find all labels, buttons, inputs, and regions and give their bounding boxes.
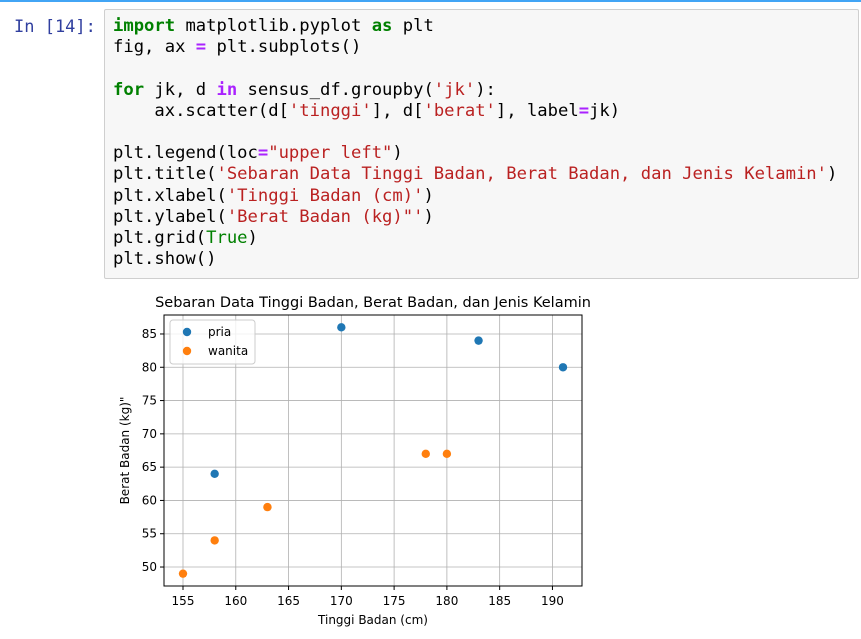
scatter-point-wanita	[210, 536, 219, 545]
code-token: 'tinggi'	[288, 100, 372, 121]
code-token: 'Tinggi Badan (cm)'	[226, 185, 424, 206]
code-token: jk)	[589, 100, 621, 121]
code-token: plt.xlabel(	[113, 185, 227, 206]
code-token: 'Sebaran Data Tinggi Badan, Berat Badan,…	[216, 164, 828, 185]
code-token: import	[113, 16, 176, 36]
code-line: plt.grid(True)	[113, 228, 858, 249]
code-token: plt.grid(	[113, 227, 207, 248]
x-tick-label: 180	[435, 594, 458, 608]
y-tick-label: 70	[142, 427, 157, 441]
output-area: 155 160 165 170 175 180 185 190 50 55 60 65 70 75 80 8…	[104, 290, 624, 630]
x-tick-label: 185	[488, 594, 511, 608]
code-line: plt.legend(loc="upper left")	[113, 143, 858, 164]
code-line: import matplotlib.pyplot as plt	[113, 16, 858, 37]
code-token: =	[257, 143, 269, 164]
scatter-point-pria	[337, 323, 346, 332]
y-tick-label: 50	[142, 560, 157, 574]
code-token: plt	[392, 16, 434, 36]
y-tick-label: 55	[142, 527, 157, 541]
code-token: )	[827, 164, 838, 185]
code-token: "upper left"	[268, 143, 393, 164]
code-token: plt.subplots()	[206, 37, 362, 58]
code-token: =	[195, 37, 207, 58]
x-tick-label: 175	[383, 594, 406, 608]
input-prompt: In [14]:	[14, 17, 96, 37]
code-token: =	[578, 100, 590, 121]
code-line: plt.title('Sebaran Data Tinggi Badan, Be…	[113, 164, 858, 185]
code-token: as	[371, 16, 393, 36]
plot-frame	[163, 314, 583, 587]
y-tick-label: 75	[142, 394, 157, 408]
x-tick-label: 190	[541, 594, 564, 608]
code-token: sensus_df.groupby(	[237, 79, 434, 100]
code-token: fig, ax	[113, 37, 196, 58]
code-token: plt.title(	[113, 164, 217, 185]
code-token: plt.ylabel(	[113, 206, 227, 227]
code-line	[113, 58, 858, 79]
code-line: for jk, d in sensus_df.groupby('jk'):	[113, 80, 858, 101]
x-axis-label: Tinggi Badan (cm)	[317, 613, 428, 627]
x-tick-label: 160	[224, 594, 247, 608]
code-token: ax.scatter(d[	[113, 100, 289, 121]
code-line	[113, 122, 858, 143]
code-token: matplotlib.pyplot	[175, 16, 372, 36]
code-token: )	[392, 143, 403, 164]
x-tick-label: 155	[172, 594, 195, 608]
legend-label-wanita: wanita	[208, 344, 248, 358]
code-token: ], label	[495, 100, 579, 121]
code-cell[interactable]: import matplotlib.pyplot as plt fig, ax =…	[104, 9, 859, 279]
code-token: )	[423, 185, 434, 206]
code-token: for	[113, 79, 145, 100]
code-token: in	[216, 79, 238, 100]
legend-marker-pria	[182, 327, 192, 337]
code-line: ax.scatter(d['tinggi'], d['berat'], labe…	[113, 101, 858, 122]
legend-label-pria: pria	[208, 325, 231, 339]
y-tick-label: 80	[142, 360, 157, 374]
code-token: 'jk'	[433, 79, 476, 100]
code-token: )	[423, 206, 434, 227]
code-token: jk, d	[144, 79, 217, 100]
scatter-point-wanita	[442, 449, 452, 459]
code-token: )	[247, 227, 258, 248]
legend-box	[169, 319, 256, 365]
code-token: True	[206, 227, 248, 248]
x-tick-label: 170	[330, 594, 353, 608]
code-token: 'berat'	[423, 100, 496, 121]
code-line: fig, ax = plt.subplots()	[113, 37, 858, 58]
scatter-point-pria	[558, 363, 568, 372]
code-line: plt.show()	[113, 249, 858, 270]
code-token: ):	[475, 79, 496, 100]
scatter-chart: 155 160 165 170 175 180 185 190 50 55 60 65 70 75 80 8…	[118, 295, 591, 627]
chart-title: Sebaran Data Tinggi Badan, Berat Badan, …	[155, 295, 591, 311]
cell-selection-border	[0, 0, 861, 2]
code-token: 'Berat Badan (kg)"'	[226, 206, 424, 227]
code-line: plt.ylabel('Berat Badan (kg)"')	[113, 207, 858, 228]
scatter-point-pria	[210, 469, 219, 479]
scatter-point-pria	[474, 336, 483, 345]
legend-marker-wanita	[182, 346, 192, 356]
legend: pria wanita	[169, 319, 256, 365]
code-token: plt.legend(loc	[113, 143, 258, 164]
y-tick-label: 65	[142, 460, 157, 474]
scatter-point-wanita	[178, 569, 188, 578]
y-axis-label: Berat Badan (kg)"	[118, 397, 132, 505]
x-tick-label: 165	[277, 594, 300, 608]
scatter-point-wanita	[263, 502, 272, 512]
y-tick-label: 85	[142, 327, 157, 341]
code-line: plt.xlabel('Tinggi Badan (cm)')	[113, 186, 858, 207]
scatter-point-wanita	[421, 449, 430, 459]
y-tick-label: 60	[142, 493, 157, 507]
code-token: plt.show()	[113, 249, 217, 270]
code-editor[interactable]: import matplotlib.pyplot as plt fig, ax =…	[105, 10, 858, 270]
code-token: ], d[	[371, 100, 424, 121]
